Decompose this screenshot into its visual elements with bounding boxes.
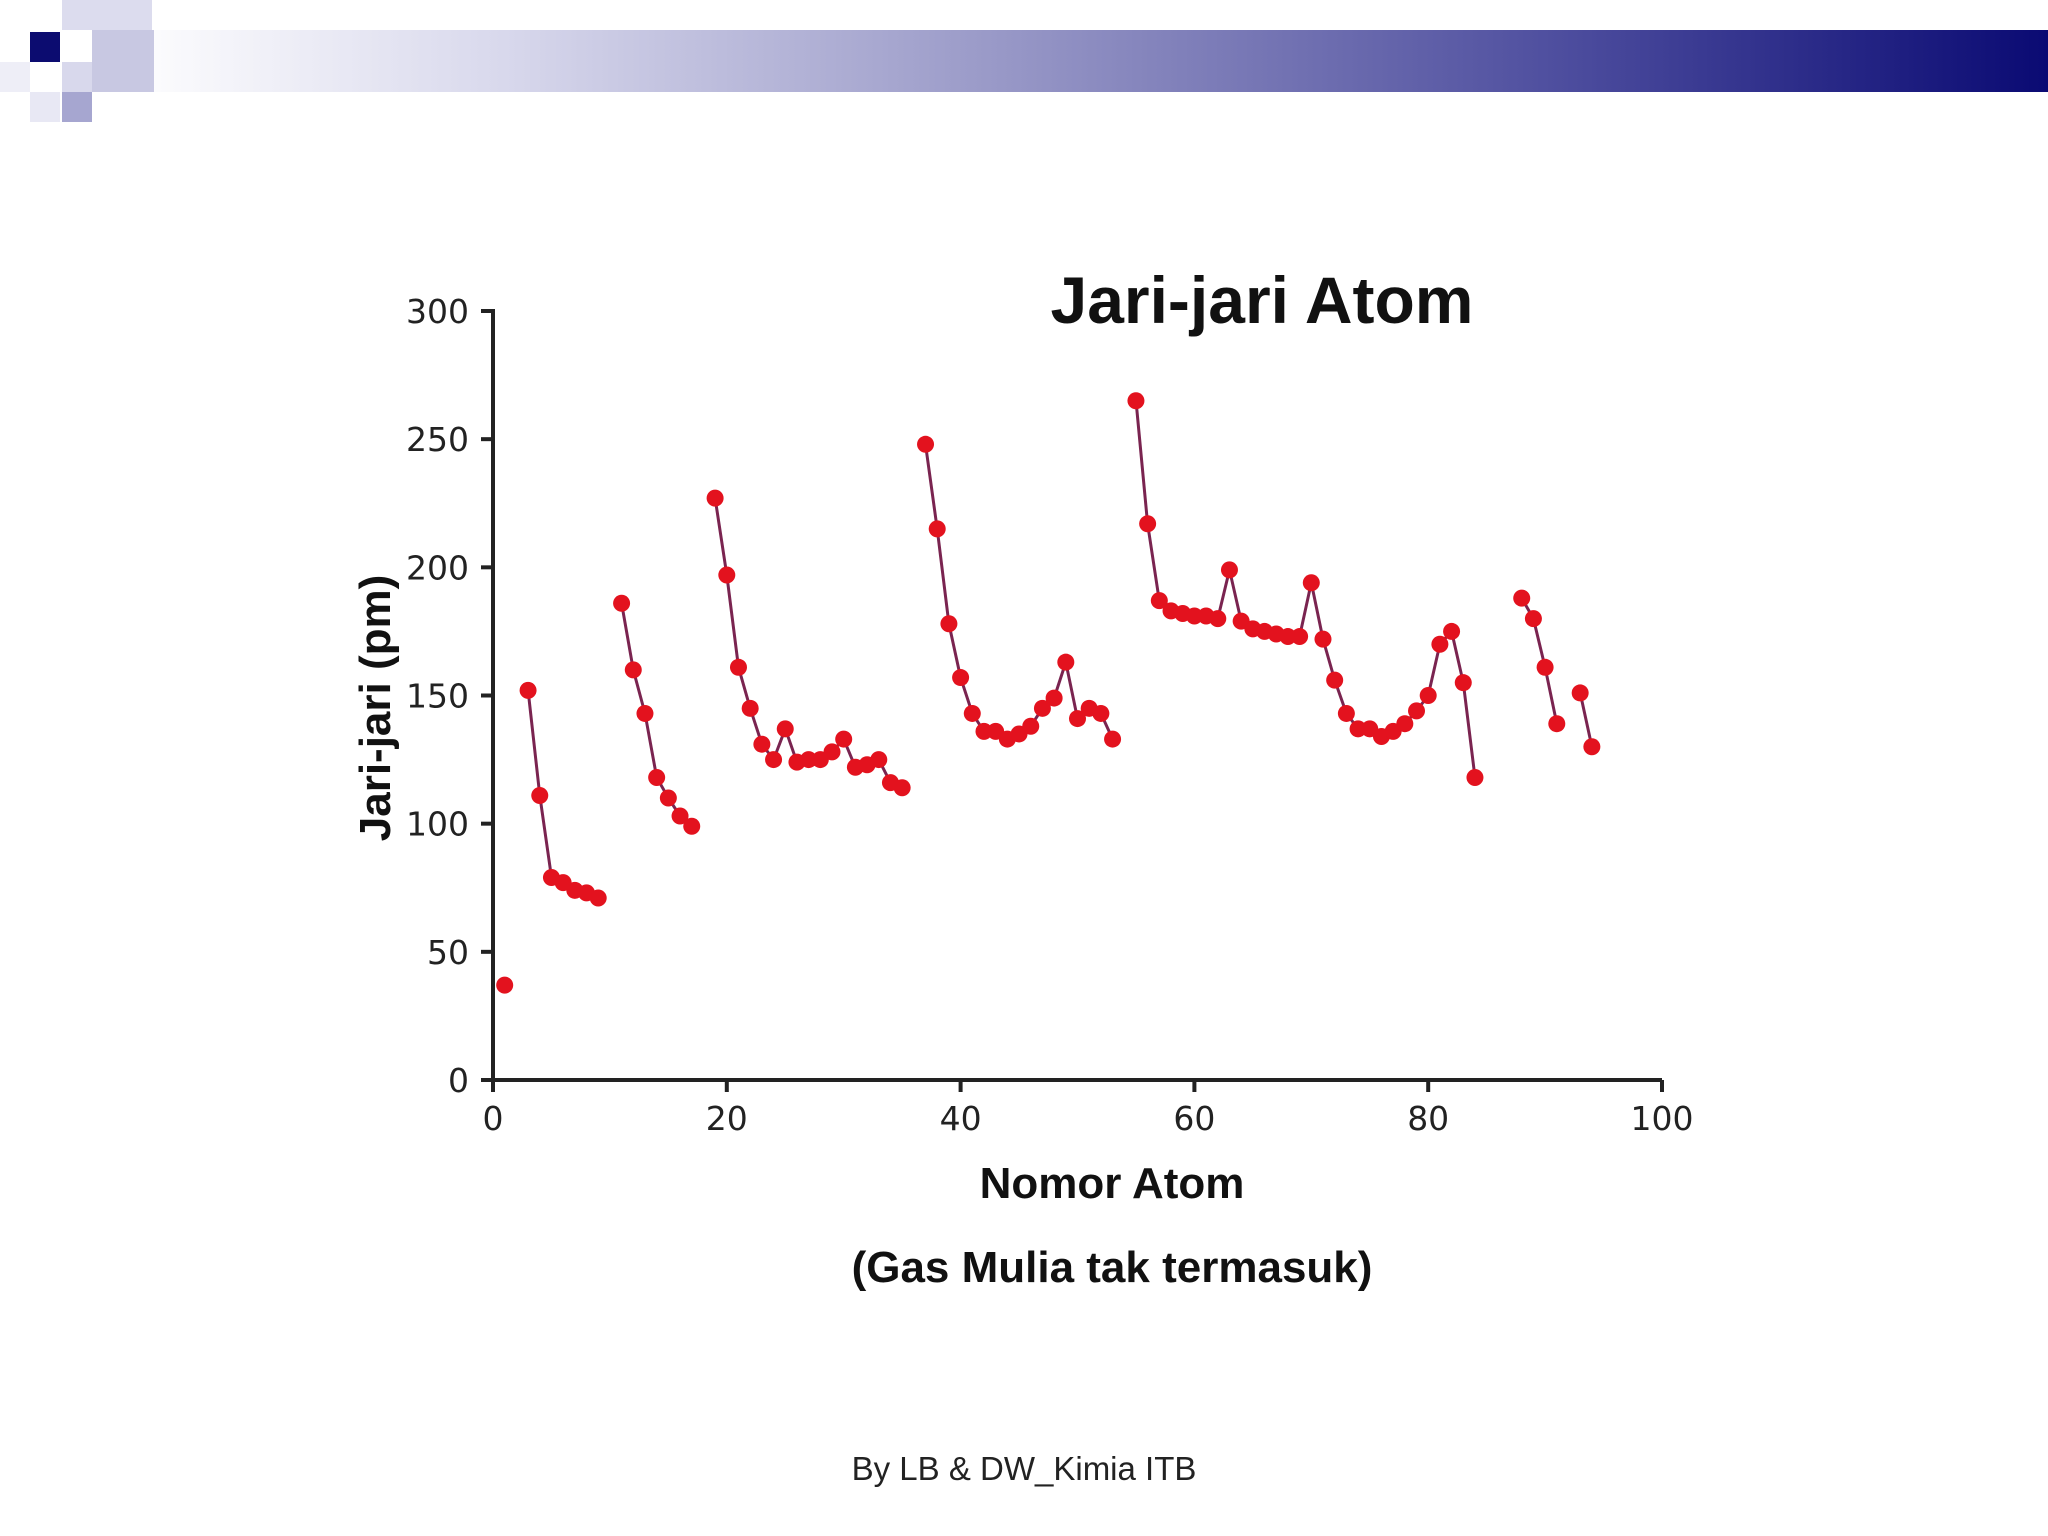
chart-series xyxy=(496,392,1601,994)
slide-header-banner xyxy=(0,0,2048,130)
data-point xyxy=(519,681,537,699)
data-point xyxy=(952,669,970,687)
data-point xyxy=(1185,607,1203,625)
data-point xyxy=(1291,628,1309,646)
data-point xyxy=(496,976,514,994)
data-point xyxy=(1536,658,1554,676)
data-point xyxy=(1220,561,1238,579)
series-line-segment xyxy=(924,444,1114,741)
data-point xyxy=(800,751,818,769)
data-point xyxy=(1045,689,1063,707)
y-tick-label: 250 xyxy=(406,420,469,459)
series-line-segment xyxy=(1134,400,1477,778)
decor-square xyxy=(62,92,92,122)
chart-axes: 0 50 100 150 200 250 300 0 20 40 60 80 100 xyxy=(406,292,1694,1138)
data-point xyxy=(706,489,724,507)
data-point xyxy=(1466,769,1484,787)
x-tick-label: 100 xyxy=(1631,1099,1694,1138)
data-point xyxy=(940,615,958,633)
x-tick-label: 60 xyxy=(1173,1099,1215,1138)
data-point xyxy=(1279,628,1297,646)
series-line-segment xyxy=(620,602,693,828)
y-tick-label: 100 xyxy=(406,805,469,844)
data-point xyxy=(589,889,607,907)
data-point xyxy=(1513,589,1531,607)
data-point xyxy=(531,786,549,804)
data-point xyxy=(671,807,689,825)
data-point xyxy=(870,751,888,769)
data-point xyxy=(1454,674,1472,692)
x-tick-label: 20 xyxy=(706,1099,748,1138)
series-line-segment xyxy=(713,497,903,790)
gradient-bar xyxy=(118,30,2048,92)
data-point xyxy=(1337,704,1355,722)
y-tick-label: 150 xyxy=(406,677,469,716)
data-point xyxy=(1104,730,1122,748)
x-tick-label: 80 xyxy=(1407,1099,1449,1138)
data-point xyxy=(963,704,981,722)
chart-title: Jari-jari Atom xyxy=(1050,263,1473,337)
y-axis-label: Jari-jari (pm) xyxy=(351,575,400,842)
data-point xyxy=(1571,684,1589,702)
data-point xyxy=(648,769,666,787)
decor-square xyxy=(0,62,30,92)
data-point xyxy=(893,779,911,797)
data-point xyxy=(1419,687,1437,704)
data-point xyxy=(917,435,935,453)
y-tick-label: 200 xyxy=(406,548,469,587)
data-point xyxy=(1524,610,1542,628)
data-point xyxy=(1326,671,1344,689)
data-point xyxy=(1150,592,1168,610)
data-point xyxy=(1396,715,1414,733)
x-axis-label: Nomor Atom xyxy=(980,1159,1245,1208)
data-point xyxy=(1431,635,1449,653)
data-point xyxy=(1314,630,1332,648)
chart-note: (Gas Mulia tak termasuk) xyxy=(852,1243,1373,1292)
data-point xyxy=(823,743,841,761)
data-point xyxy=(1033,699,1051,717)
data-point xyxy=(1548,715,1566,733)
data-point xyxy=(753,735,771,753)
data-point xyxy=(636,704,654,722)
data-point xyxy=(1139,515,1157,533)
data-point xyxy=(1092,704,1110,722)
data-point xyxy=(659,789,677,807)
y-tick-label: 300 xyxy=(406,292,469,331)
series-line-segment xyxy=(1520,597,1559,725)
data-point xyxy=(1583,738,1601,756)
y-tick-label: 50 xyxy=(427,933,469,972)
data-point xyxy=(718,566,736,584)
data-point xyxy=(928,520,946,538)
x-tick-label: 0 xyxy=(483,1099,504,1138)
decor-square xyxy=(62,0,152,30)
data-point xyxy=(1408,702,1426,720)
data-point xyxy=(1022,717,1040,735)
data-point xyxy=(1443,622,1461,640)
data-point xyxy=(1057,653,1075,671)
decor-square xyxy=(30,92,60,122)
data-point xyxy=(729,658,747,676)
data-point xyxy=(624,661,642,679)
data-point xyxy=(1069,710,1086,728)
x-tick-label: 40 xyxy=(940,1099,982,1138)
slide-footer: By LB & DW_Kimia ITB xyxy=(851,1450,1197,1487)
data-point xyxy=(975,722,993,740)
data-point xyxy=(683,817,701,835)
data-point xyxy=(765,751,783,769)
data-point xyxy=(776,720,794,738)
y-tick-label: 0 xyxy=(448,1061,469,1100)
data-point xyxy=(1302,574,1320,592)
decor-square xyxy=(92,30,154,92)
decor-square xyxy=(62,62,92,92)
decor-square-dark xyxy=(30,32,60,62)
data-point xyxy=(741,699,759,717)
series-line-segment xyxy=(1578,692,1594,748)
data-point xyxy=(835,730,853,748)
data-point xyxy=(1209,610,1227,628)
data-point xyxy=(1127,392,1145,410)
data-point xyxy=(1349,720,1367,738)
data-point xyxy=(613,594,631,612)
